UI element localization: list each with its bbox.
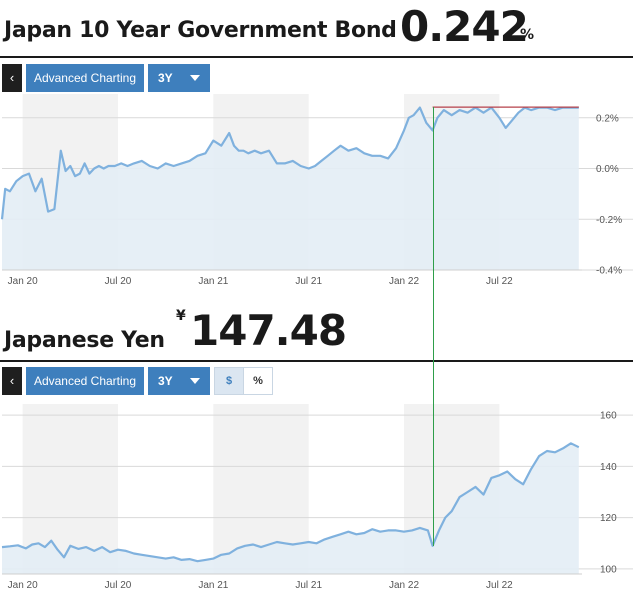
bond-y-tick-label: -0.4% (596, 266, 622, 277)
yen-currency-symbol: ¥ (176, 308, 186, 324)
bond-period-label: 3Y (158, 71, 173, 85)
bond-title: Japan 10 Year Government Bond (4, 18, 397, 43)
yen-period-label: 3Y (158, 374, 173, 388)
yen-mode-percent-button[interactable]: % (243, 367, 273, 395)
yen-chart: Jan 20 Jul 20 Jan 21 Jul 21 Jan 22 Jul 22 160 1… (1, 404, 633, 591)
bond-value-unit: % (520, 27, 535, 43)
bond-period-dropdown[interactable]: 3Y (148, 64, 210, 92)
bond-divider (0, 56, 633, 58)
yen-header: Japanese Yen ¥ 147.48 (0, 300, 633, 356)
bond-x-tick-label: Jan 22 (389, 276, 419, 287)
yen-advanced-charting-button[interactable]: Advanced Charting (26, 367, 144, 395)
bond-y-tick-label: 0.0% (596, 164, 619, 175)
bond-x-tick-label: Jul 22 (486, 276, 513, 287)
yen-back-button[interactable]: ‹ (2, 367, 22, 395)
yen-value: 147.48 (190, 306, 347, 355)
bond-chart: Jan 20 Jul 20 Jan 21 Jul 21 Jan 22 Jul 22 0.2%… (0, 94, 633, 287)
crosshair-vertical-line (433, 107, 434, 546)
yen-x-tick-label: Jul 22 (486, 580, 513, 591)
yen-mode-dollar-button[interactable]: $ (214, 367, 244, 395)
yen-y-tick-label: 100 (600, 564, 617, 575)
chevron-down-icon (190, 378, 200, 384)
bond-y-tick-label: -0.2% (596, 215, 622, 226)
yen-x-tick-label: Jul 20 (105, 580, 132, 591)
bond-value: 0.242 (400, 2, 529, 51)
bond-area (2, 107, 579, 270)
chevron-down-icon (190, 75, 200, 81)
bond-y-tick-label: 0.2% (596, 113, 619, 124)
yen-x-tick-label: Jan 20 (8, 580, 38, 591)
bond-back-button[interactable]: ‹ (2, 64, 22, 92)
bond-series-line (0, 106, 579, 220)
yen-divider (0, 360, 633, 362)
yen-x-tick-label: Jan 22 (389, 580, 419, 591)
bond-header: Japan 10 Year Government Bond 0.242 % (0, 0, 633, 56)
bond-x-tick-label: Jan 21 (198, 276, 228, 287)
yen-y-tick-label: 140 (600, 462, 617, 473)
bond-x-tick-label: Jul 21 (295, 276, 322, 287)
bond-x-tick-label: Jan 20 (8, 276, 38, 287)
yen-y-tick-label: 120 (600, 513, 617, 524)
yen-period-dropdown[interactable]: 3Y (148, 367, 210, 395)
yen-series-line (1, 442, 580, 563)
yen-x-tick-label: Jul 21 (295, 580, 322, 591)
yen-y-tick-label: 160 (600, 411, 617, 422)
bond-advanced-charting-button[interactable]: Advanced Charting (26, 64, 144, 92)
bond-x-tick-label: Jul 20 (105, 276, 132, 287)
yen-title: Japanese Yen (4, 328, 165, 353)
yen-x-tick-label: Jan 21 (198, 580, 228, 591)
